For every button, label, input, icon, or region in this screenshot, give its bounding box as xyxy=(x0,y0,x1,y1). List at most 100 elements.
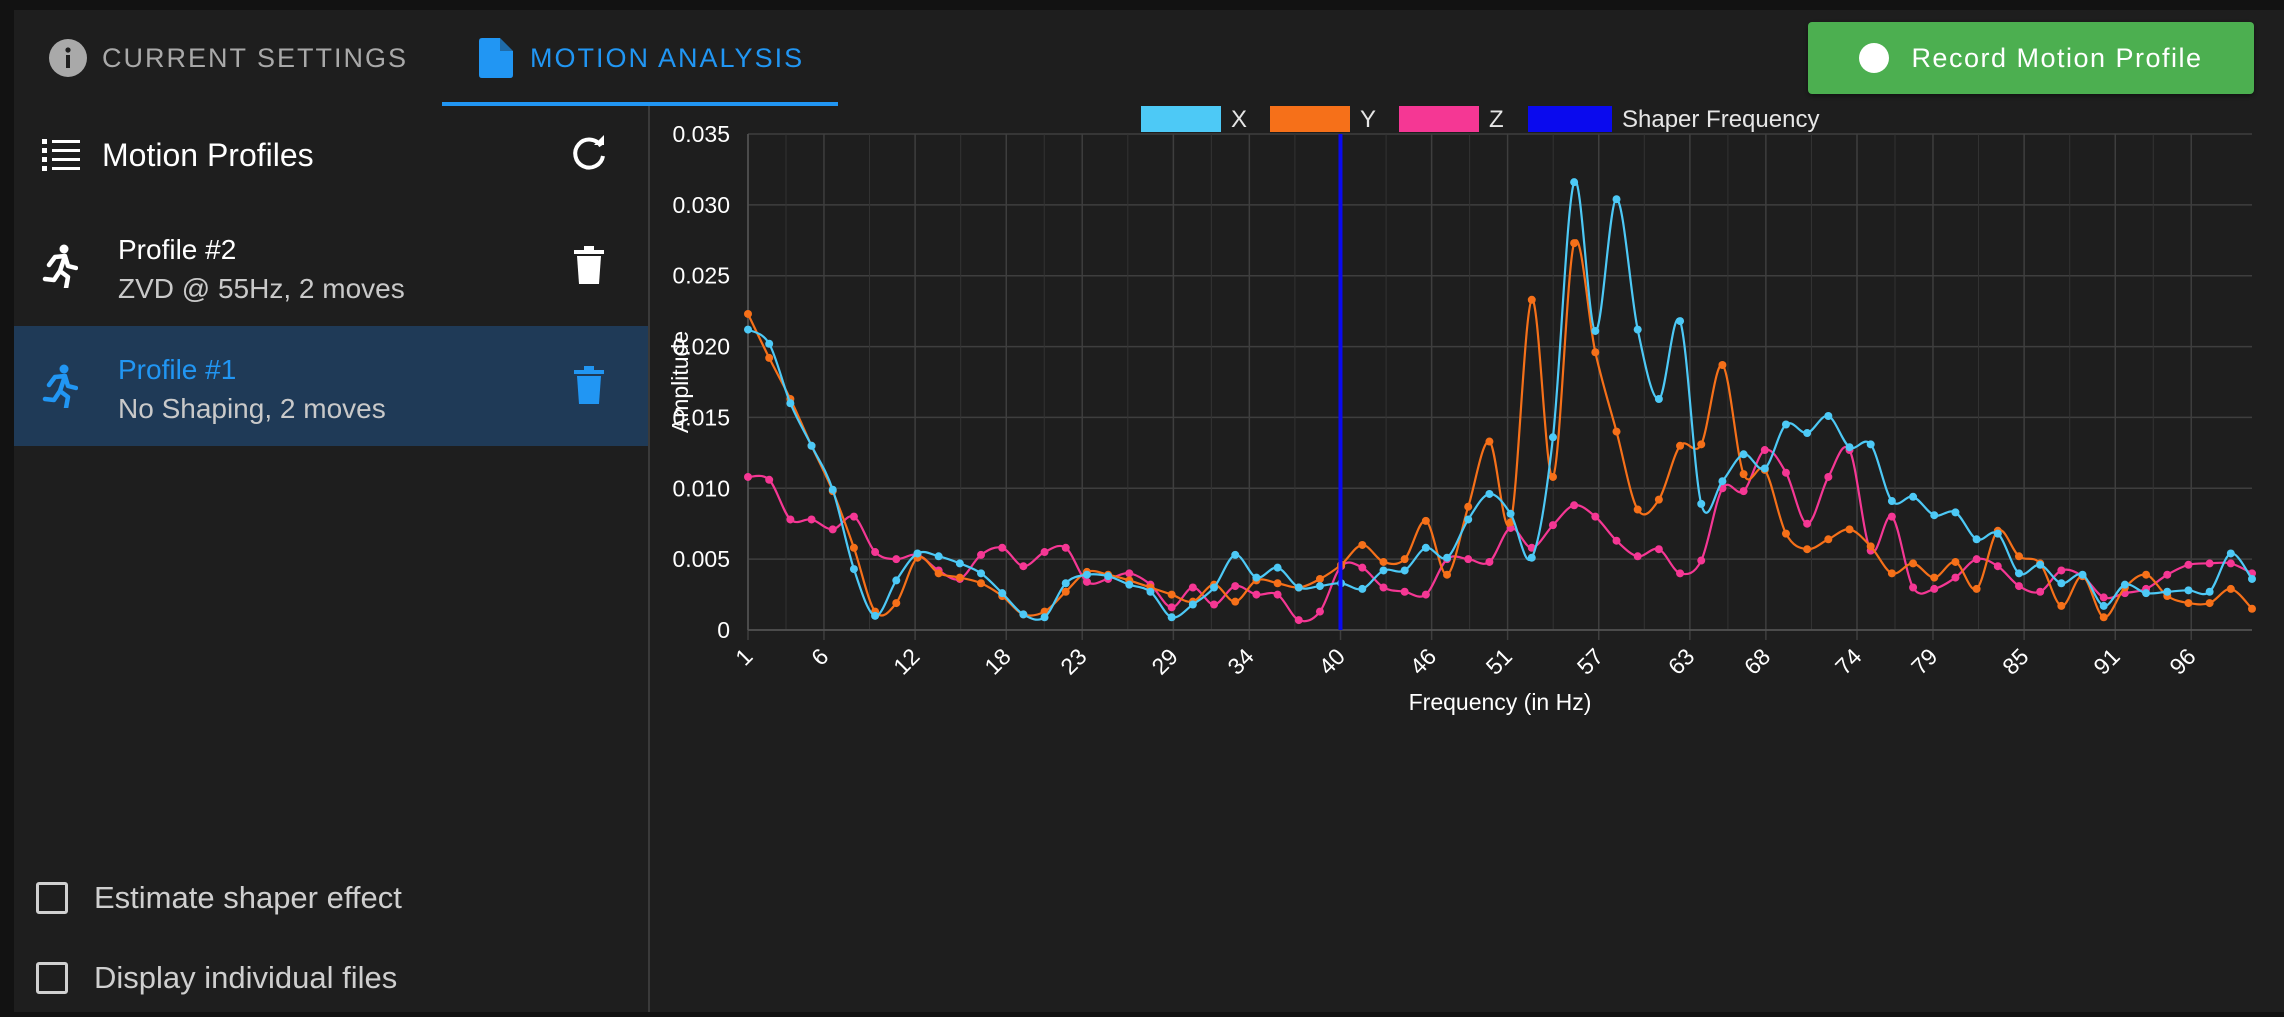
data-point-y xyxy=(1633,505,1642,514)
data-point-x xyxy=(1548,433,1557,442)
data-point-x xyxy=(998,589,1007,598)
data-point-x xyxy=(913,549,922,558)
data-point-y xyxy=(2205,599,2214,608)
data-point-z xyxy=(828,525,837,534)
data-point-x xyxy=(1781,420,1790,429)
x-tick-label: 57 xyxy=(1572,643,1608,679)
series-line-y xyxy=(747,239,2253,619)
data-point-y xyxy=(2226,584,2235,593)
data-point-y xyxy=(1654,495,1663,504)
record-button-label: Record Motion Profile xyxy=(1911,42,2203,73)
data-point-z xyxy=(1315,607,1324,616)
data-point-y xyxy=(1167,590,1176,599)
series-line-z xyxy=(747,446,2253,623)
data-point-z xyxy=(1485,557,1494,566)
data-point-y xyxy=(765,353,774,362)
delete-icon[interactable] xyxy=(574,366,604,409)
data-point-z xyxy=(1464,555,1473,564)
data-point-x xyxy=(1167,613,1176,622)
data-point-y xyxy=(1570,239,1579,248)
checkbox-box[interactable] xyxy=(36,962,68,994)
x-tick-label: 46 xyxy=(1405,643,1441,679)
y-tick-label: 0.015 xyxy=(672,404,730,430)
data-point-y xyxy=(934,569,943,578)
data-point-z xyxy=(2014,582,2023,591)
data-point-z xyxy=(2163,570,2172,579)
data-point-x xyxy=(2226,549,2235,558)
data-point-z xyxy=(1548,521,1557,530)
data-point-x xyxy=(1125,580,1134,589)
data-point-z xyxy=(1125,569,1134,578)
x-tick-label: 12 xyxy=(888,643,924,679)
profile-subtitle: ZVD @ 55Hz, 2 moves xyxy=(118,273,405,304)
delete-icon[interactable] xyxy=(574,246,604,289)
data-point-y xyxy=(1443,570,1452,579)
data-point-y xyxy=(1930,573,1939,582)
data-point-x xyxy=(1104,572,1113,581)
tab-current-settings[interactable]: CURRENT SETTINGS xyxy=(14,10,442,106)
profile-item-1[interactable]: Profile #1 No Shaping, 2 moves xyxy=(14,326,648,446)
profile-item-2[interactable]: Profile #2 ZVD @ 55Hz, 2 moves xyxy=(14,206,648,326)
data-point-y xyxy=(1527,295,1536,304)
data-point-x xyxy=(892,576,901,585)
data-point-x xyxy=(1866,440,1875,449)
data-point-x xyxy=(1443,553,1452,562)
data-point-x xyxy=(1909,492,1918,501)
data-point-z xyxy=(1824,472,1833,481)
data-point-z xyxy=(1252,590,1261,599)
data-point-z xyxy=(1210,600,1219,609)
x-tick-label: 63 xyxy=(1663,643,1699,679)
data-point-x xyxy=(2142,589,2151,598)
data-point-z xyxy=(1803,519,1812,528)
data-point-x xyxy=(1527,553,1536,562)
data-point-y xyxy=(1781,529,1790,538)
data-point-z xyxy=(1781,468,1790,477)
data-point-x xyxy=(807,441,816,450)
data-point-x xyxy=(1379,566,1388,575)
data-point-x xyxy=(1464,515,1473,524)
x-tick-label: 6 xyxy=(806,643,833,670)
data-point-z xyxy=(1019,562,1028,571)
data-point-x xyxy=(786,399,795,408)
data-point-z xyxy=(1676,569,1685,578)
data-point-z xyxy=(2205,559,2214,568)
checkbox-label: Display individual files xyxy=(94,960,398,995)
data-point-x xyxy=(1951,508,1960,517)
data-point-x xyxy=(1993,529,2002,538)
tab-label: MOTION ANALYSIS xyxy=(530,42,805,73)
legend-swatch-x xyxy=(1141,106,1221,132)
data-point-x xyxy=(2036,560,2045,569)
x-tick-label: 74 xyxy=(1830,643,1867,680)
data-point-z xyxy=(1887,512,1896,521)
data-point-z xyxy=(1760,446,1769,455)
checkbox-box[interactable] xyxy=(36,882,68,914)
data-point-y xyxy=(1887,569,1896,578)
legend-swatch-z xyxy=(1399,106,1479,132)
data-point-z xyxy=(1909,583,1918,592)
data-point-z xyxy=(1930,584,1939,593)
data-point-y xyxy=(1358,540,1367,549)
record-motion-profile-button[interactable]: Record Motion Profile xyxy=(1808,22,2254,94)
display-individual-files-checkbox[interactable]: Display individual files xyxy=(36,960,397,996)
data-point-x xyxy=(2120,580,2129,589)
estimate-shaper-effect-checkbox[interactable]: Estimate shaper effect xyxy=(36,880,402,916)
data-point-z xyxy=(2226,559,2235,568)
refresh-icon[interactable] xyxy=(570,134,608,177)
data-point-z xyxy=(1421,590,1430,599)
data-point-x xyxy=(1506,509,1515,518)
y-tick-label: 0.035 xyxy=(672,121,730,147)
data-point-z xyxy=(1400,587,1409,596)
data-point-x xyxy=(1146,587,1155,596)
data-point-x xyxy=(1739,450,1748,459)
tab-motion-analysis[interactable]: MOTION ANALYSIS xyxy=(442,10,839,106)
data-point-y xyxy=(849,543,858,552)
data-point-z xyxy=(1167,603,1176,612)
data-point-z xyxy=(998,543,1007,552)
frequency-chart: X Y Z Shaper Frequency 0 0.005 0.010 0.015 0.020… xyxy=(650,106,2284,1012)
legend-swatch-shaper-frequency xyxy=(1528,106,1612,132)
data-point-y xyxy=(2099,613,2108,622)
data-point-z xyxy=(1294,616,1303,625)
data-point-y xyxy=(977,579,986,588)
data-point-y xyxy=(2014,552,2023,561)
data-point-y xyxy=(2142,570,2151,579)
